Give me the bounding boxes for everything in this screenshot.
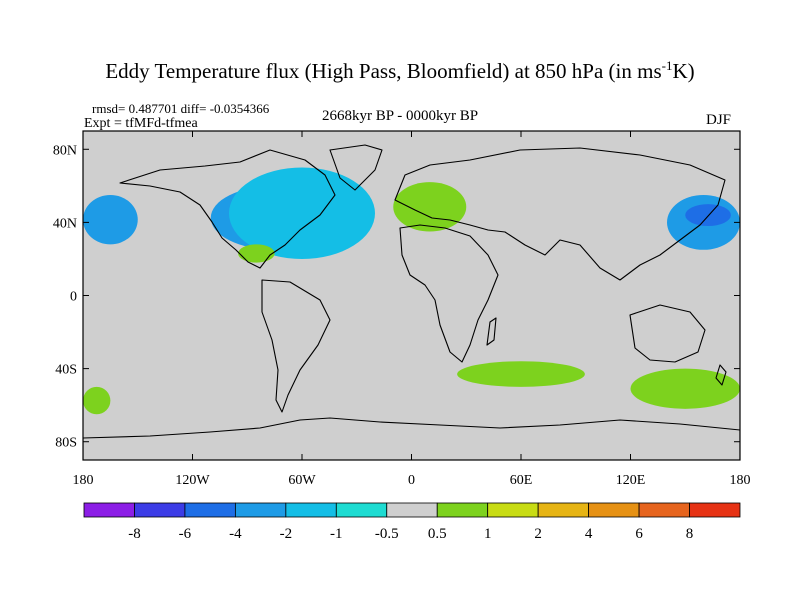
y-axis: 80N 40N 0 40S 80S xyxy=(53,143,740,451)
y-tick-label: 80N xyxy=(53,143,77,158)
chart-title-end: K) xyxy=(672,59,695,83)
colorbar-swatch xyxy=(335,502,388,518)
colorbar-swatch xyxy=(184,502,236,518)
x-tick-label: 120W xyxy=(175,473,210,488)
colorbar-label: 6 xyxy=(635,526,643,542)
coastlines xyxy=(83,144,740,460)
colorbar-label: 4 xyxy=(585,526,593,542)
region-north-atlantic xyxy=(229,167,375,259)
colorbar-swatch xyxy=(689,502,741,518)
coast-eurasia xyxy=(394,147,726,281)
colorbar-swatch xyxy=(83,502,135,518)
colorbar-swatch xyxy=(386,502,438,518)
season-label: DJF xyxy=(706,112,732,128)
coast-south-america xyxy=(261,279,331,413)
coast-africa xyxy=(399,224,499,363)
map-background xyxy=(83,131,740,460)
rmsd-diff-stats: rmsd= 0.487701 diff= -0.0354366 xyxy=(92,101,270,116)
colorbar-label: 2 xyxy=(534,526,542,542)
coast-madagascar xyxy=(486,317,497,346)
colorbar-label: -0.5 xyxy=(375,526,399,542)
colorbar-swatch xyxy=(234,502,287,518)
y-tick-label: 0 xyxy=(70,290,77,305)
colorbar: -8 -6 -4 -2 -1 -0.5 0.5 1 2 4 6 8 xyxy=(83,502,741,542)
x-tick-label: 0 xyxy=(408,473,415,488)
region-north-pacific-east xyxy=(83,194,138,245)
colorbar-label: -1 xyxy=(330,526,343,542)
chart-title-superscript: -1 xyxy=(661,58,673,73)
colorbar-label: 8 xyxy=(686,526,694,542)
coast-antarctica xyxy=(83,417,740,460)
colorbar-label: -4 xyxy=(229,526,242,542)
x-axis: 180 120W 60W 0 60E 120E 180 xyxy=(73,131,751,488)
chart-title: Eddy Temperature flux (High Pass, Bloomf… xyxy=(0,58,800,84)
region-southern-indian-ocean xyxy=(457,361,585,387)
region-southern-pacific-west xyxy=(630,368,740,409)
coast-greenland xyxy=(329,144,383,191)
x-tick-label: 60W xyxy=(288,473,316,488)
coast-australia xyxy=(629,304,706,363)
chart-title-main: Eddy Temperature flux (High Pass, Bloomf… xyxy=(105,59,662,83)
colorbar-label: -6 xyxy=(179,526,192,542)
colorbar-swatch xyxy=(588,502,640,518)
colorbar-label: 0.5 xyxy=(428,526,447,542)
x-tick-label: 180 xyxy=(730,473,751,488)
colorbar-swatch xyxy=(436,502,489,518)
colorbar-label: -8 xyxy=(128,526,141,542)
y-tick-label: 80S xyxy=(55,436,77,451)
y-tick-label: 40N xyxy=(53,216,77,231)
colorbar-label: 1 xyxy=(484,526,492,542)
colorbar-swatch xyxy=(285,502,337,518)
region-southern-pacific-east xyxy=(83,386,111,415)
coast-new-zealand xyxy=(715,364,727,386)
x-tick-label: 180 xyxy=(73,473,94,488)
colorbar-swatch xyxy=(134,502,186,518)
colorbar-label: -2 xyxy=(280,526,293,542)
colorbar-swatch xyxy=(537,502,590,518)
colorbar-swatch xyxy=(638,502,690,518)
region-north-pacific-west-core xyxy=(685,204,731,227)
y-tick-label: 40S xyxy=(55,363,77,378)
region-europe xyxy=(393,182,467,232)
colorbar-swatch xyxy=(487,502,539,518)
x-tick-label: 120E xyxy=(616,473,646,488)
coast-north-america xyxy=(119,149,336,269)
experiment-label: Expt = tfMFd-tfmea xyxy=(84,116,198,131)
region-gulf-of-mexico xyxy=(238,244,275,263)
x-tick-label: 60E xyxy=(510,473,533,488)
period-label: 2668kyr BP - 0000kyr BP xyxy=(322,108,479,124)
